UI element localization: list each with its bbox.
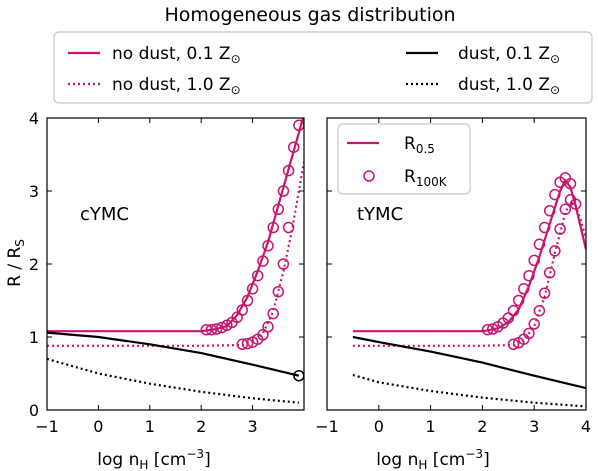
series-point-no-dust-0-1-z-r100k (507, 304, 520, 317)
series-line-dust-0-1-z (47, 331, 300, 377)
panel-name-label: tYMC (357, 204, 403, 225)
series-point-no-dust-0-1-z-r100k (481, 323, 494, 336)
legend-sym-nd10: ⊙ (231, 83, 241, 97)
series-point-no-dust-0-1-z-r100k (543, 204, 556, 217)
x-tick-label: −1 (35, 417, 59, 436)
series-point-no-dust-1-0-z-r100k (533, 304, 546, 317)
panel-frame (46, 117, 305, 411)
series-point-no-dust-0-1-z-r100k (518, 283, 530, 295)
legend-label-d01: dust, 0.1 Z⊙ (458, 44, 560, 66)
series-point-no-dust-0-1-z-r100k (282, 164, 295, 177)
series-point-no-dust-1-0-z-r100k (569, 198, 582, 210)
series-point-no-dust-0-1-z-r100k (257, 255, 269, 267)
series-point-no-dust-1-0-z-r100k (241, 337, 254, 350)
series-point-no-dust-0-1-z-r100k (549, 188, 561, 201)
series-point-no-dust-0-1-z-r100k (262, 240, 274, 252)
series-point-no-dust-0-1-z-r100k (272, 203, 285, 216)
legend-inner: R0.5 R100K (337, 123, 471, 195)
x-tick-label: 0 (374, 417, 384, 436)
legend-sym-d01: ⊙ (550, 52, 560, 66)
legend-label-nd10: no dust, 1.0 Z⊙ (112, 75, 241, 97)
panel-tymc: −1 0 1 2 3 4 tYMC (315, 117, 591, 436)
x-tick-label: 3 (529, 417, 539, 436)
x-tick-label: 1 (426, 417, 436, 436)
series-line-dust-1-0-z (47, 357, 300, 404)
series-point-no-dust-1-0-z-r100k (554, 223, 566, 235)
x-tick-label: 4 (581, 417, 591, 436)
x-tick-label: 2 (477, 417, 487, 436)
plot-area (47, 118, 304, 404)
x-axis-label-right: log nH [cm−3] (376, 447, 489, 471)
series-point-no-dust-0-1-z-r100k (528, 254, 540, 267)
series-point-no-dust-1-0-z-r100k (257, 329, 269, 341)
series-point-no-dust-0-1-z-r100k (251, 269, 264, 282)
x-tick-label: −1 (315, 417, 339, 436)
series-point-no-dust-1-0-z-r100k (282, 221, 295, 234)
y-axis-label-sub: S (13, 239, 27, 247)
legend-top-frame (53, 31, 593, 104)
series-line-no-dust-1-0-z (47, 161, 304, 347)
x-tick-label: 1 (145, 417, 155, 436)
panel-name-label: cYMC (80, 204, 129, 225)
series-point-no-dust-0-1-z-r100k (210, 323, 223, 335)
legend-sym-nd01: ⊙ (231, 52, 241, 66)
y-tick-label: 4 (29, 109, 39, 128)
series-line-no-dust-0-1-z (47, 118, 304, 333)
chart-title: Homogeneous gas distribution (164, 4, 455, 26)
series-point-no-dust-1-0-z-r100k (528, 318, 540, 330)
series-point-no-dust-0-1-z-r100k (287, 141, 300, 153)
series-point-no-dust-0-1-z-r100k (523, 269, 535, 282)
y-tick-label: 0 (29, 401, 39, 420)
legend-sym-d10: ⊙ (550, 83, 560, 97)
series-point-no-dust-1-0-z-r100k (523, 327, 535, 340)
series-point-no-dust-0-1-z-r100k (236, 304, 249, 316)
series-point-no-dust-1-0-z-r100k (549, 245, 561, 257)
legend-inner-label-r100k: R100K (404, 167, 448, 189)
legend-top: no dust, 0.1 Z⊙ no dust, 1.0 Z⊙ dust, 0.… (53, 31, 593, 104)
x-tick-label: 3 (248, 417, 258, 436)
legend-inner-label-r05: R0.5 (404, 134, 435, 156)
series-point-no-dust-0-1-z-r100k (533, 238, 546, 251)
series-point-no-dust-1-0-z-r100k (543, 267, 556, 279)
y-axis-label: R / RS (5, 239, 27, 287)
series-point-no-dust-0-1-z-r100k (538, 221, 551, 234)
series-point-no-dust-0-1-z-r100k (277, 185, 290, 197)
x-axis-label-left: log nH [cm−3] (97, 447, 210, 471)
series-line-dust-1-0-z (352, 373, 586, 408)
series-point-no-dust-0-1-z-r100k (246, 283, 259, 295)
series-point-no-dust-0-1-z-r100k (216, 321, 228, 334)
y-tick-label: 2 (29, 255, 39, 274)
series-point-no-dust-1-0-z-r100k (267, 307, 279, 320)
series-line-dust-0-1-z (352, 335, 586, 390)
series-point-no-dust-1-0-z-r100k (538, 287, 551, 299)
legend-inner-circle-swatch (363, 170, 375, 182)
series-point-no-dust-1-0-z-r100k (277, 258, 290, 270)
series-point-no-dust-0-1-z-r100k (487, 323, 499, 335)
series-point-no-dust-0-1-z-r100k (267, 221, 279, 234)
y-tick-label: 1 (29, 328, 39, 347)
legend-label-d10: dust, 1.0 Z⊙ (458, 75, 560, 97)
series-point-no-dust-1-0-z-r100k (559, 203, 572, 216)
x-tick-label: 0 (93, 417, 103, 436)
series-line-no-dust-1-0-z (352, 200, 586, 347)
x-tick-label: 2 (196, 417, 206, 436)
plot-area (352, 172, 586, 408)
series-point-no-dust-1-0-z-r100k (507, 338, 520, 351)
y-tick-label: 3 (29, 182, 39, 201)
series-line-no-dust-0-1-z (352, 179, 586, 333)
legend-inner-frame (337, 123, 471, 195)
series-point-no-dust-1-0-z-r100k (262, 321, 274, 333)
series-point-no-dust-0-1-z-r100k (512, 294, 525, 307)
series-point-no-dust-1-0-z-r100k (272, 285, 285, 298)
series-point-no-dust-0-1-z-r100k (241, 294, 254, 307)
series-point-no-dust-0-1-z-r100k (564, 177, 577, 190)
legend-label-nd01: no dust, 0.1 Z⊙ (112, 44, 241, 66)
